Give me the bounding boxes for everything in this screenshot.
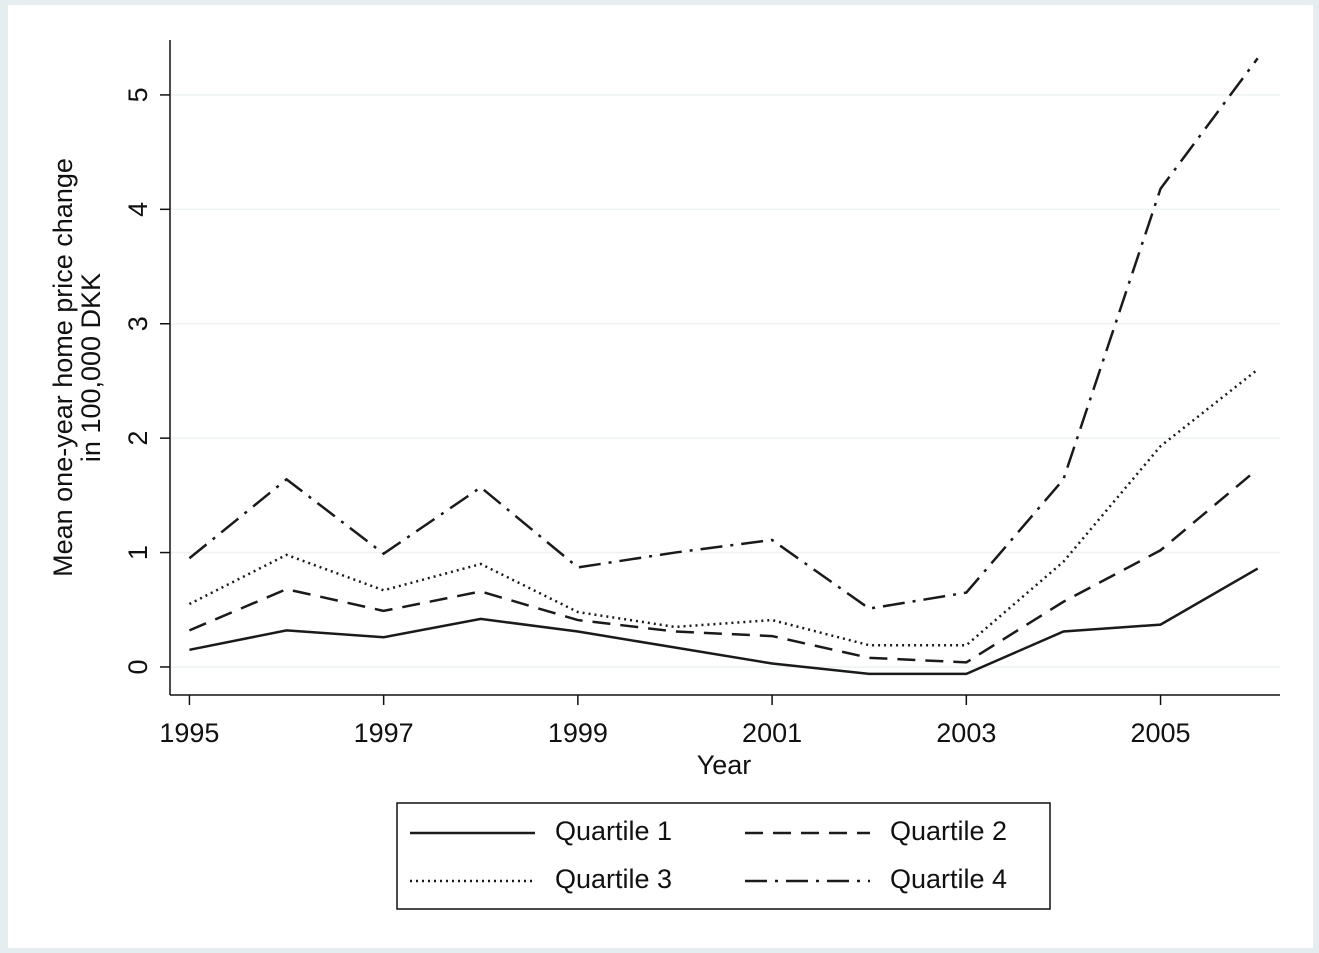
- series-line: [188, 468, 1259, 664]
- x-tick-label: 1995: [159, 718, 219, 748]
- x-tick-label: 1997: [354, 718, 414, 748]
- y-tick-label: 3: [123, 316, 153, 331]
- legend-box: [396, 802, 1051, 910]
- y-tick-label: 0: [123, 659, 153, 674]
- x-tick-label: 2003: [936, 718, 996, 748]
- legend-label: Quartile 4: [890, 864, 1007, 894]
- x-tick-label: 1999: [548, 718, 608, 748]
- graph-background: [8, 5, 1313, 948]
- y-tick-label: 2: [123, 431, 153, 446]
- y-tick-label: 4: [123, 202, 153, 217]
- series-line: [188, 368, 1259, 647]
- x-tick-label: 2001: [742, 718, 802, 748]
- legend-label: Quartile 3: [555, 864, 672, 894]
- y-tick-label: 1: [123, 545, 153, 560]
- series-line: [189, 567, 1259, 676]
- x-axis-title: Year: [697, 750, 752, 780]
- legend-label: Quartile 2: [890, 816, 1007, 846]
- legend-label: Quartile 1: [555, 816, 672, 846]
- y-tick-label: 5: [123, 87, 153, 102]
- y-axis-title: in 100,000 DKK: [76, 273, 106, 462]
- y-axis-title: Mean one-year home price change: [48, 158, 78, 577]
- x-tick-label: 2005: [1131, 718, 1191, 748]
